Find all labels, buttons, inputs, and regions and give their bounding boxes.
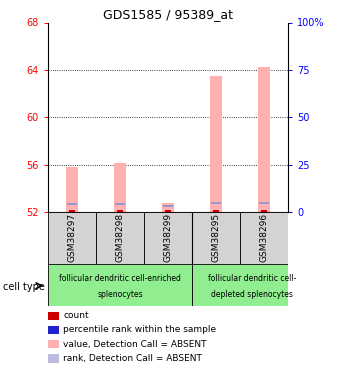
Bar (240, 212, 288, 264)
Bar (210, 76, 222, 212)
Bar (48, 264, 192, 306)
Text: GSM38298: GSM38298 (116, 213, 125, 262)
Text: GSM38297: GSM38297 (68, 213, 76, 262)
Bar (192, 212, 240, 264)
Bar (213, 210, 219, 212)
Text: GSM38295: GSM38295 (212, 213, 221, 262)
Bar (165, 210, 171, 212)
Text: GSM38299: GSM38299 (164, 213, 173, 262)
Bar (115, 203, 125, 205)
Bar (117, 210, 123, 212)
Text: cell type: cell type (3, 282, 45, 292)
Bar (114, 164, 126, 212)
Text: follicular dendritic cell-enriched: follicular dendritic cell-enriched (59, 274, 181, 284)
Bar (144, 212, 192, 264)
Bar (67, 203, 77, 205)
Bar (48, 212, 96, 264)
Text: depleted splenocytes: depleted splenocytes (211, 290, 293, 298)
Bar (192, 264, 312, 306)
Text: value, Detection Call = ABSENT: value, Detection Call = ABSENT (63, 340, 207, 349)
Bar (211, 202, 221, 204)
Bar (66, 167, 78, 212)
Text: splenocytes: splenocytes (97, 290, 143, 298)
Bar (162, 203, 174, 212)
Text: GSM38296: GSM38296 (260, 213, 269, 262)
Text: rank, Detection Call = ABSENT: rank, Detection Call = ABSENT (63, 354, 202, 363)
Bar (261, 210, 267, 212)
Text: percentile rank within the sample: percentile rank within the sample (63, 326, 216, 334)
Bar (96, 212, 144, 264)
Bar (259, 202, 269, 204)
Bar (258, 68, 270, 212)
Title: GDS1585 / 95389_at: GDS1585 / 95389_at (103, 8, 233, 21)
Bar (69, 210, 75, 212)
Bar (163, 204, 173, 207)
Text: count: count (63, 311, 89, 320)
Text: follicular dendritic cell-: follicular dendritic cell- (208, 274, 296, 284)
